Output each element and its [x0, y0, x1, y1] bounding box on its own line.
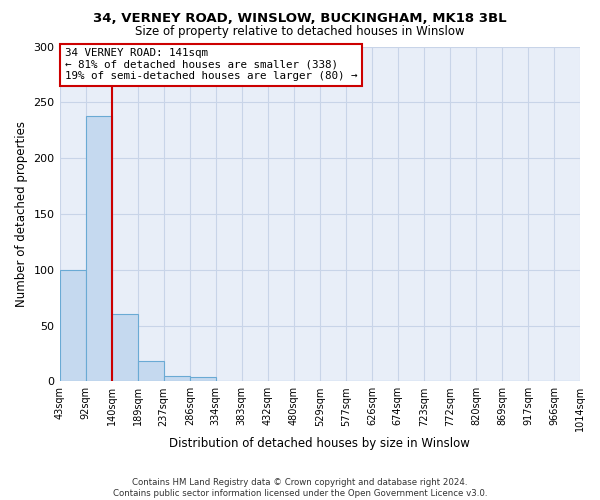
Text: 34 VERNEY ROAD: 141sqm
← 81% of detached houses are smaller (338)
19% of semi-de: 34 VERNEY ROAD: 141sqm ← 81% of detached… — [65, 48, 357, 82]
Text: Size of property relative to detached houses in Winslow: Size of property relative to detached ho… — [135, 25, 465, 38]
Text: 34, VERNEY ROAD, WINSLOW, BUCKINGHAM, MK18 3BL: 34, VERNEY ROAD, WINSLOW, BUCKINGHAM, MK… — [93, 12, 507, 26]
Text: Contains HM Land Registry data © Crown copyright and database right 2024.
Contai: Contains HM Land Registry data © Crown c… — [113, 478, 487, 498]
Bar — [59, 270, 86, 382]
Bar — [86, 116, 112, 382]
Bar — [164, 376, 190, 382]
Bar — [138, 361, 164, 382]
Bar — [190, 377, 215, 382]
Bar — [112, 314, 138, 382]
Y-axis label: Number of detached properties: Number of detached properties — [15, 121, 28, 307]
X-axis label: Distribution of detached houses by size in Winslow: Distribution of detached houses by size … — [169, 437, 470, 450]
